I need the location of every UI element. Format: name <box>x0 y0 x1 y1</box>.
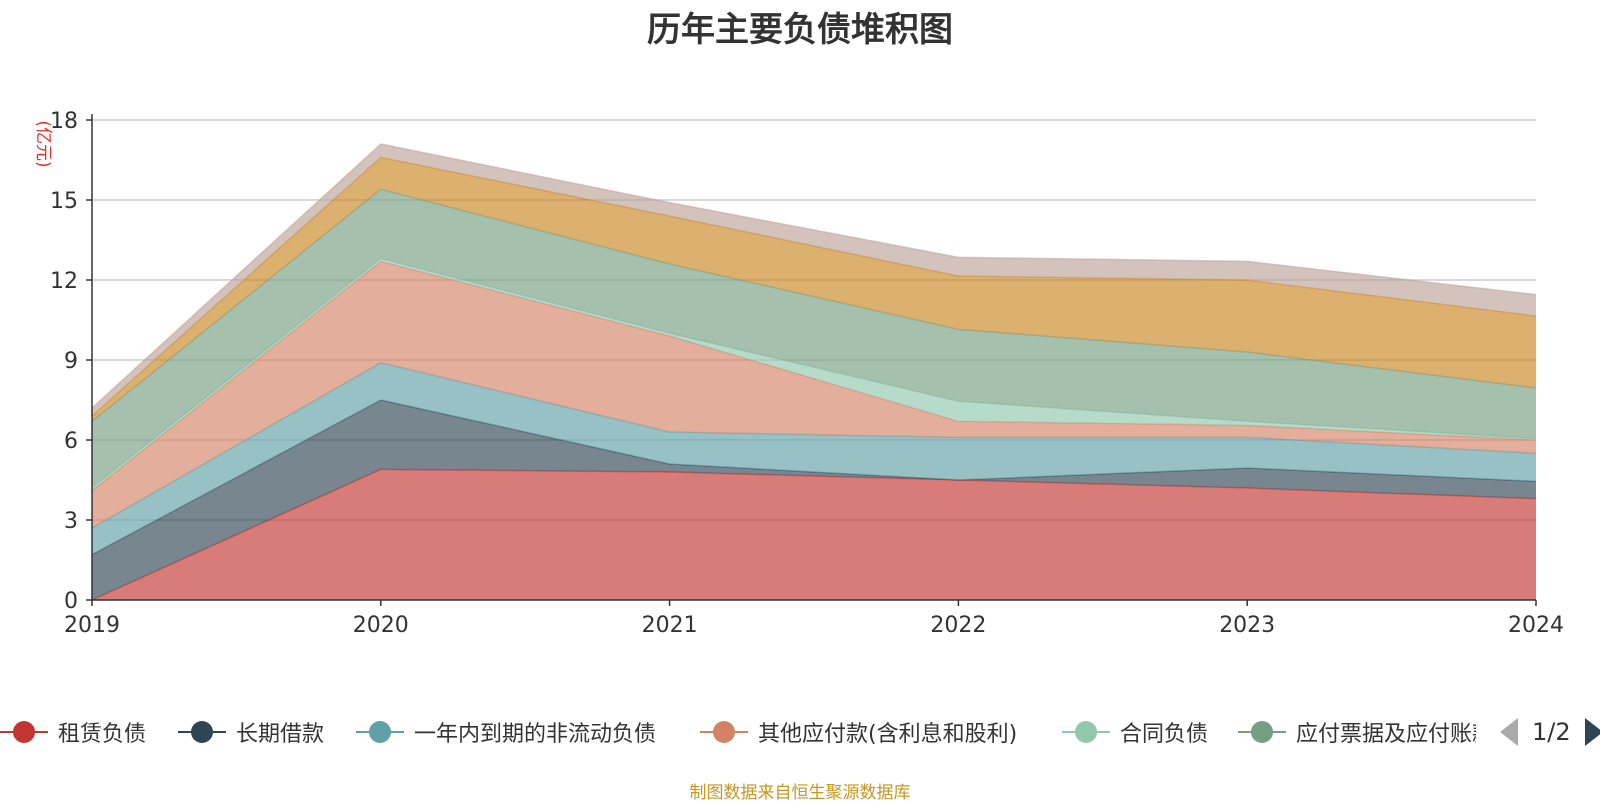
legend-item[interactable]: 长期借款 <box>178 712 324 752</box>
legend-item-label: 租赁负债 <box>58 722 147 747</box>
y-tick-label: 9 <box>64 349 78 374</box>
legend-item[interactable]: 一年内到期的非流动负债 <box>356 712 656 752</box>
y-tick-label: 15 <box>50 189 78 214</box>
y-tick-label: 3 <box>64 509 78 534</box>
area-series-2 <box>92 400 1536 600</box>
legend-item-label: 合同负债 <box>1120 722 1209 747</box>
area-series-8 <box>92 144 1536 416</box>
legend: 租赁负债 长期借款 一年内到期的非流动负债 其他应付款(含利息和股利) 合同负债 应付票据… <box>0 712 1600 752</box>
legend-item[interactable]: 租赁负债 <box>0 712 146 752</box>
area-series-5 <box>92 258 1536 491</box>
legend-marker-icon <box>700 717 748 747</box>
x-tick-label: 2021 <box>642 613 698 638</box>
legend-page-indicator: 1/2 <box>1532 718 1571 746</box>
area-series-1 <box>92 469 1536 600</box>
area-series-3 <box>92 362 1536 555</box>
legend-marker-dot <box>369 721 391 743</box>
line-series-8 <box>91 143 1537 409</box>
legend-marker-dot <box>191 721 213 743</box>
legend-marker-dot <box>1251 721 1273 743</box>
y-tick-label: 6 <box>64 429 78 454</box>
legend-item[interactable]: 合同负债 <box>1062 712 1208 752</box>
x-tick-label: 2019 <box>64 613 120 638</box>
legend-item-label: 一年内到期的非流动负债 <box>414 722 657 747</box>
area-series-6 <box>92 189 1536 489</box>
y-tick-label: 18 <box>50 109 78 134</box>
area-series-4 <box>92 261 1536 528</box>
legend-pager: 1/2 <box>1500 712 1600 752</box>
area-series-7 <box>92 157 1536 422</box>
legend-item[interactable]: 应付票据及应付账款 <box>1238 712 1476 752</box>
legend-item-label: 应付票据及应付账款 <box>1296 722 1476 747</box>
x-tick-label: 2023 <box>1219 613 1275 638</box>
legend-marker-icon <box>0 717 48 747</box>
y-tick-label: 12 <box>50 269 78 294</box>
y-axis-unit-label: (亿元) <box>33 120 53 167</box>
data-source-note: 制图数据来自恒生聚源数据库 <box>689 783 911 803</box>
legend-marker-icon <box>356 717 404 747</box>
legend-item-label: 长期借款 <box>236 722 325 747</box>
legend-marker-dot <box>1075 721 1097 743</box>
legend-marker-icon <box>1062 717 1110 747</box>
legend-marker-icon <box>1238 717 1286 747</box>
y-tick-label: 0 <box>64 589 78 614</box>
chart-title: 历年主要负债堆积图 <box>647 10 953 50</box>
legend-item-label: 其他应付款(含利息和股利) <box>758 722 1018 747</box>
x-tick-label: 2024 <box>1508 613 1564 638</box>
legend-prev-page-button[interactable] <box>1500 718 1518 746</box>
legend-item[interactable]: 其他应付款(含利息和股利) <box>700 712 1017 752</box>
stacked-area-chart: 0 3 6 9 12 15 18(亿元) 2019 2020 2021 2022 2023 2024 <box>33 109 1564 638</box>
legend-items: 租赁负债 长期借款 一年内到期的非流动负债 其他应付款(含利息和股利) 合同负债 应付票据… <box>0 712 1476 752</box>
legend-next-page-button[interactable] <box>1584 718 1600 746</box>
x-tick-label: 2022 <box>930 613 986 638</box>
legend-marker-dot <box>13 721 35 743</box>
legend-marker-dot <box>713 721 735 743</box>
legend-marker-icon <box>178 717 226 747</box>
x-tick-label: 2020 <box>353 613 409 638</box>
